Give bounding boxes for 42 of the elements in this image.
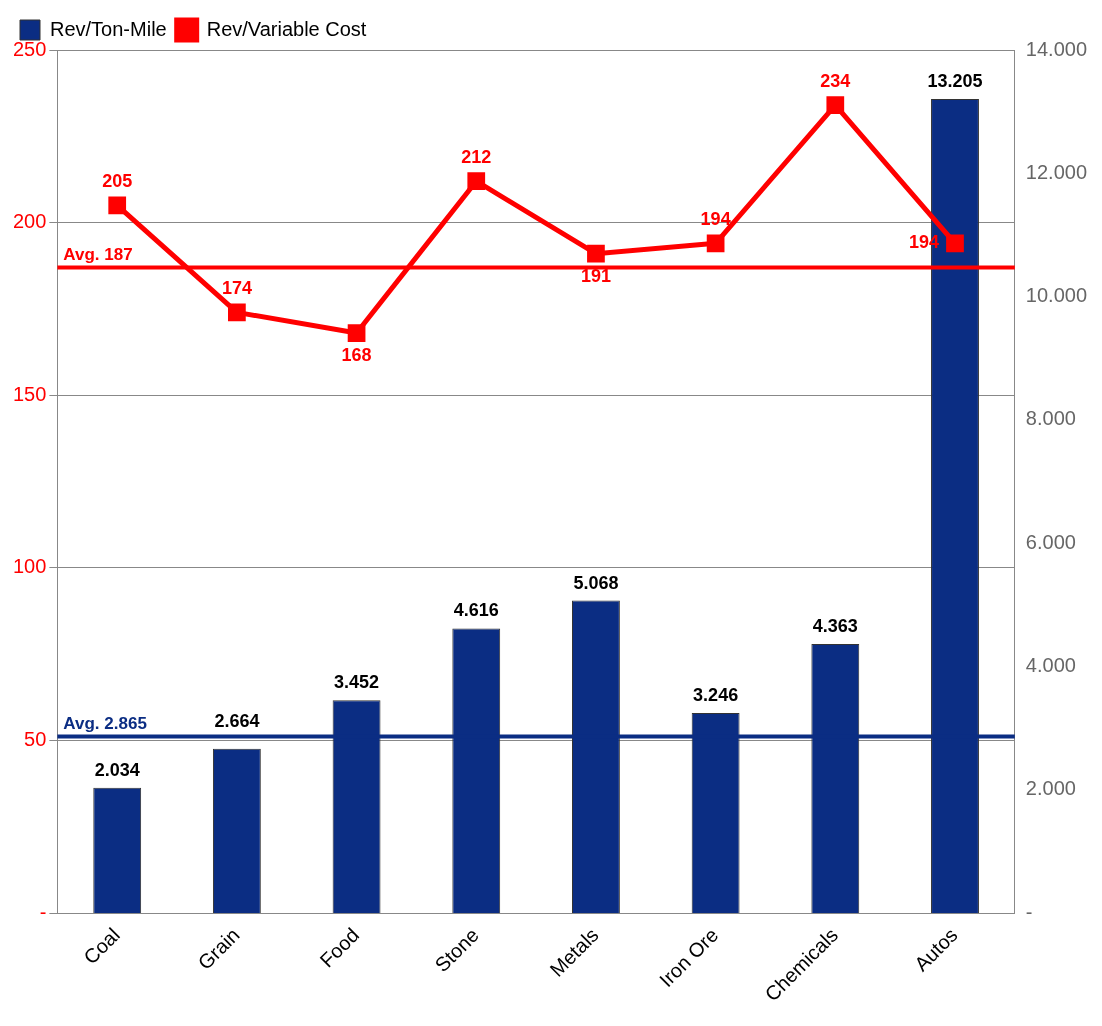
y2-tick-label: - — [1025, 900, 1033, 923]
y-tick-label: 150 — [12, 382, 47, 405]
data-label: 4.363 — [812, 616, 858, 637]
data-label: 205 — [102, 171, 133, 192]
data-label: 2.664 — [214, 711, 260, 732]
data-label: 2.034 — [94, 759, 140, 780]
data-label: 13.205 — [927, 70, 983, 91]
ref-line-label: Avg. 2.865 — [63, 713, 147, 733]
y2-tick-label: 8.000 — [1025, 407, 1076, 430]
data-label: 191 — [580, 265, 611, 286]
point — [347, 324, 366, 342]
y2-tick-label: 4.000 — [1025, 653, 1076, 676]
data-label: 4.616 — [453, 600, 499, 621]
point — [228, 303, 246, 322]
y-tick-label: 250 — [12, 37, 47, 60]
data-label: 3.246 — [693, 684, 739, 705]
y2-tick-label: 10.000 — [1025, 284, 1087, 307]
data-label: 212 — [461, 147, 492, 168]
y2-tick-label: 12.000 — [1025, 160, 1087, 183]
y-tick-label: 50 — [24, 727, 47, 750]
data-label: 194 — [700, 209, 731, 230]
ref-line-label: Avg. 187 — [63, 244, 133, 264]
data-label: 168 — [341, 345, 372, 366]
data-label: 3.452 — [334, 672, 380, 693]
point — [467, 172, 486, 191]
point — [108, 196, 127, 215]
point — [946, 234, 964, 253]
x-tick-label: Iron Ore — [654, 923, 723, 992]
point — [706, 234, 725, 253]
point — [826, 96, 845, 115]
y2-tick-label: 2.000 — [1025, 777, 1076, 800]
y2-tick-label: 14.000 — [1025, 37, 1087, 60]
y-tick-label: 100 — [12, 555, 47, 578]
y-tick-label: 200 — [12, 210, 47, 233]
y2-tick-label: 6.000 — [1025, 530, 1076, 553]
data-label: 234 — [820, 71, 851, 92]
y-tick-label: - — [39, 900, 47, 923]
legend-label: Rev/Ton-Mile — [50, 17, 167, 40]
data-label: 5.068 — [573, 572, 619, 593]
point — [587, 244, 605, 263]
data-label: 174 — [221, 278, 252, 299]
legend-label: Rev/Variable Cost — [206, 17, 367, 40]
